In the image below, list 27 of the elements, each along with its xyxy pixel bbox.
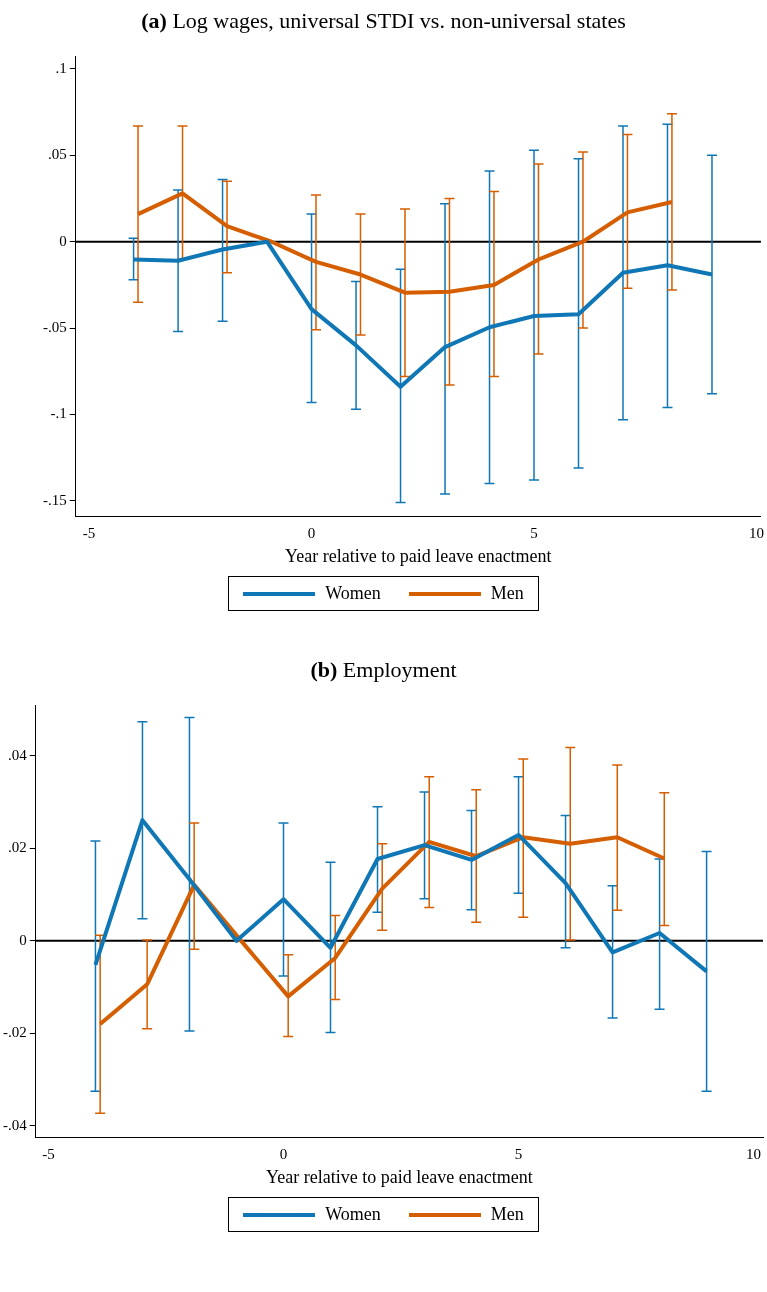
x-tick-label: -5	[82, 525, 96, 542]
x-axis-title: Year relative to paid leave enactment	[285, 545, 552, 566]
x-tick-label: -5	[42, 1146, 55, 1163]
y-tick-label: .1	[55, 59, 67, 76]
x-tick-label: 10	[748, 525, 764, 542]
legend-label: Men	[490, 583, 524, 604]
chart-title: (b) Employment	[310, 657, 457, 682]
x-axis-title: Year relative to paid leave enactment	[266, 1166, 533, 1187]
y-tick-label: .02	[8, 839, 27, 856]
y-tick-label: -.04	[3, 1116, 28, 1133]
chart-title: (a) Log wages, universal STDI vs. non-universal states	[141, 8, 626, 33]
y-tick-label: -.1	[50, 405, 67, 422]
legend-label: Men	[490, 1204, 524, 1225]
legend-label: Women	[325, 583, 381, 604]
x-tick-label: 0	[307, 525, 316, 542]
x-tick-label: 5	[514, 1146, 523, 1163]
y-tick-label: -.02	[3, 1024, 27, 1041]
y-tick-label: -.05	[43, 319, 67, 336]
x-tick-label: 5	[530, 525, 538, 542]
y-tick-label: .04	[8, 746, 28, 763]
y-tick-label: 0	[59, 232, 67, 249]
y-tick-label: 0	[19, 931, 27, 948]
y-tick-label: .05	[48, 146, 67, 163]
legend-label: Women	[325, 1204, 381, 1225]
x-tick-label: 0	[279, 1146, 288, 1163]
y-tick-label: -.15	[43, 491, 67, 508]
x-tick-label: 10	[746, 1146, 762, 1163]
